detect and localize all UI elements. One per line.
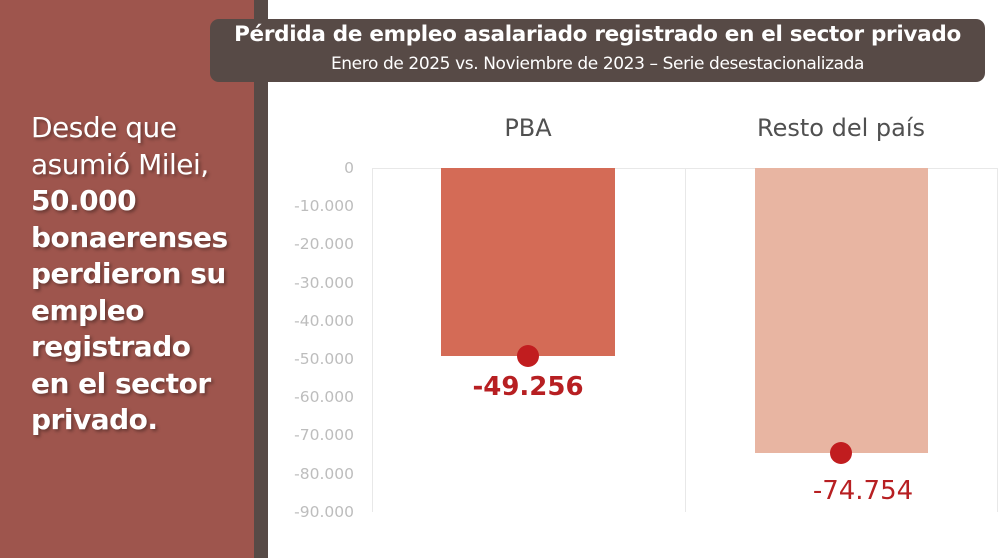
plot-frame-left — [372, 168, 373, 512]
accent-stripe — [254, 0, 268, 558]
chart-subtitle: Enero de 2025 vs. Noviembre de 2023 – Se… — [330, 54, 865, 74]
marker-dot-resto — [830, 442, 852, 464]
lead-line: bonaerenses — [31, 220, 228, 254]
plot-divider — [685, 168, 686, 512]
left-panel — [0, 0, 254, 558]
bar-pba — [441, 168, 615, 356]
lead-line: asumió Milei, — [31, 147, 209, 181]
lead-line: registrado — [31, 330, 191, 363]
y-tick: -40.000 — [294, 312, 354, 330]
marker-dot-pba — [517, 345, 539, 367]
value-label-resto: -74.754 — [812, 476, 914, 506]
lead-line: perdieron su — [31, 257, 226, 290]
lead-line: privado. — [31, 403, 158, 436]
y-tick: 0 — [344, 159, 354, 177]
lead-line: 50.000 — [31, 184, 137, 217]
bar-resto-del-pais — [755, 168, 928, 453]
category-label-pba: PBA — [504, 114, 552, 142]
lead-line: en el sector — [31, 366, 211, 400]
plot-frame-right — [997, 168, 998, 512]
y-tick: -70.000 — [294, 426, 354, 444]
category-label-resto: Resto del país — [757, 114, 925, 142]
lead-annotation: Desde que asumió Milei, 50.000 bonaerens… — [31, 110, 251, 439]
lead-line: empleo — [31, 293, 145, 327]
y-tick: -20.000 — [294, 235, 354, 253]
chart-title-box: Pérdida de empleo asalariado registrado … — [210, 19, 985, 82]
chart-title: Pérdida de empleo asalariado registrado … — [234, 22, 961, 47]
y-tick: -50.000 — [294, 350, 354, 368]
lead-line: Desde que — [31, 111, 177, 144]
y-tick: -10.000 — [294, 197, 354, 215]
y-tick: -80.000 — [294, 465, 354, 483]
y-tick: -90.000 — [294, 503, 354, 521]
y-tick: -30.000 — [294, 274, 354, 292]
y-tick: -60.000 — [294, 388, 354, 406]
value-label-pba: -49.256 — [472, 372, 584, 402]
